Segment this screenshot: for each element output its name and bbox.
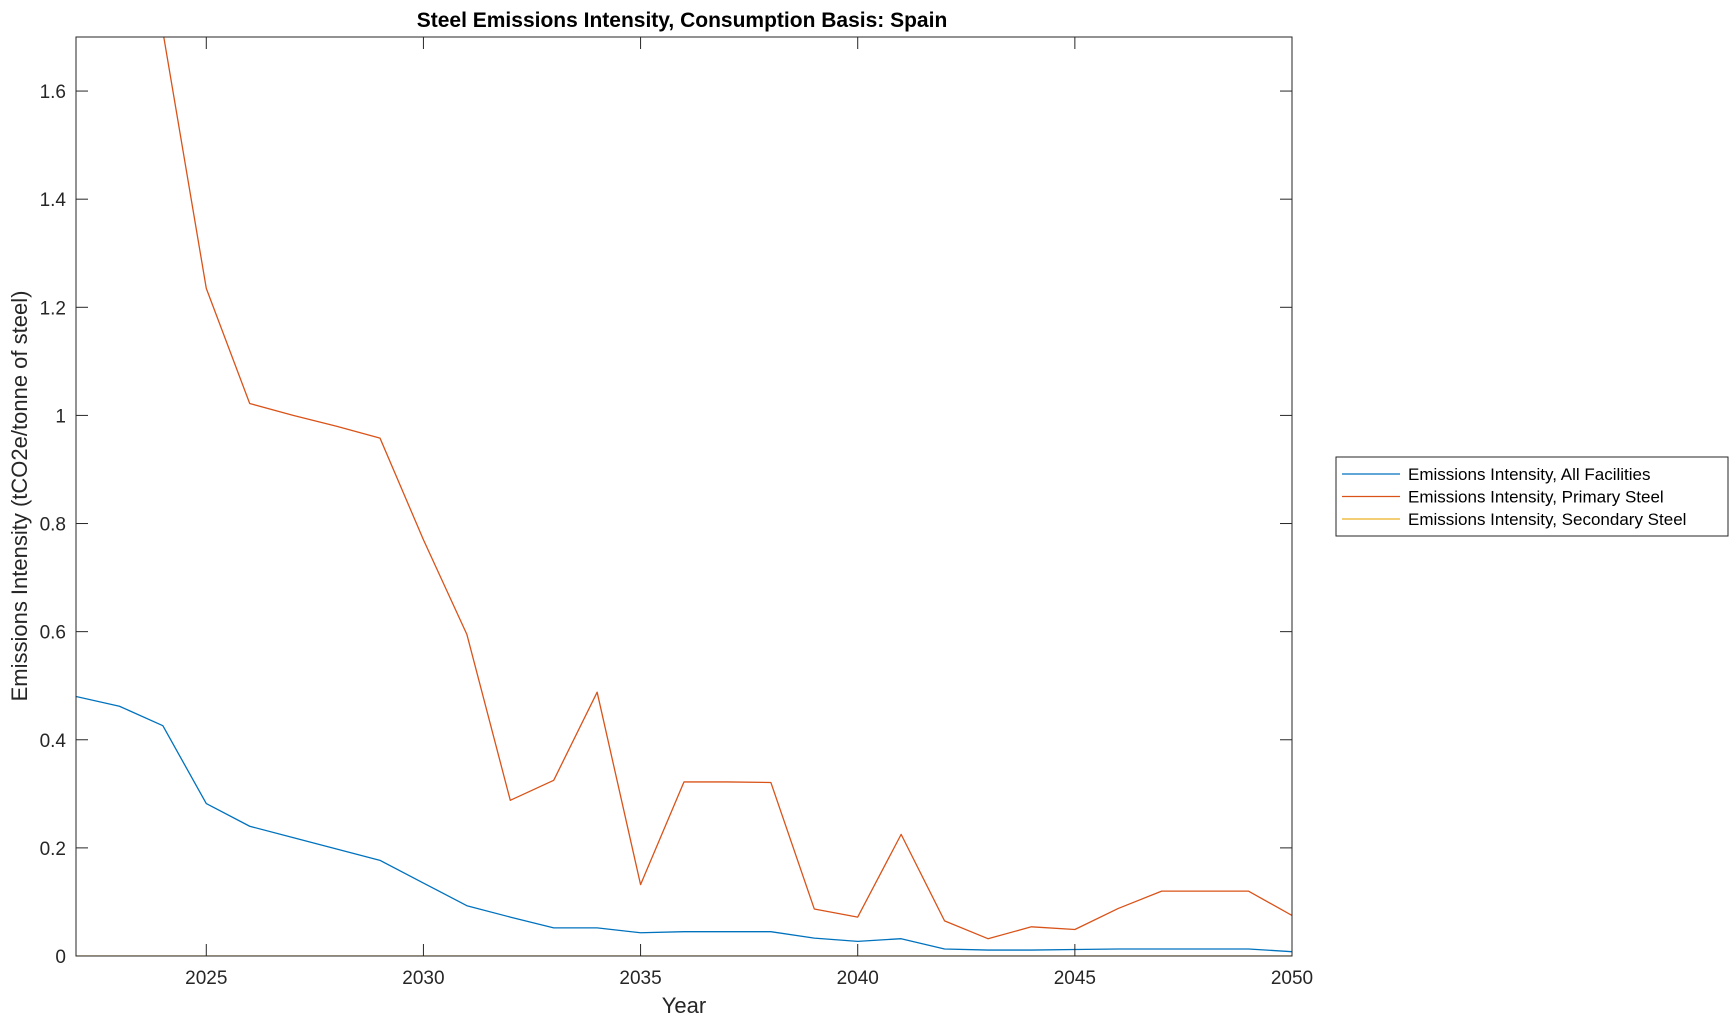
y-tick-label: 1.2 (40, 298, 66, 319)
plot-background (76, 37, 1292, 956)
legend-label-3: Emissions Intensity, Secondary Steel (1408, 510, 1686, 529)
series-line-2 (163, 37, 1292, 940)
plot-area: 2025 2030 2035 2040 2045 2050 0 0.2 0.4 0.6 0.8 1 1… (40, 36, 1313, 989)
x-tick-label: 2030 (402, 968, 444, 989)
plot-border (75, 36, 1293, 957)
x-tick-label: 2045 (1054, 968, 1096, 989)
y-tick-label: 1.6 (40, 82, 66, 103)
y-tick-label: 1 (55, 406, 66, 427)
y-tick-label: 1.4 (40, 190, 67, 211)
x-tick-label: 2050 (1271, 968, 1313, 989)
y-tick-label: 0.4 (40, 731, 67, 752)
y-axis-label: Emissions Intensity (tCO2e/tonne of stee… (7, 291, 32, 702)
legend: Emissions Intensity, All Facilities Emiss… (1335, 456, 1729, 537)
x-axis-label: Year (662, 993, 706, 1018)
series-line-1 (76, 695, 1292, 953)
series-layer (76, 37, 1292, 956)
legend-label-2: Emissions Intensity, Primary Steel (1408, 488, 1664, 507)
legend-label-1: Emissions Intensity, All Facilities (1408, 465, 1650, 484)
x-tick-label: 2025 (185, 968, 227, 989)
x-tick-label: 2035 (619, 968, 661, 989)
x-tick-label: 2040 (837, 968, 879, 989)
y-tick-label: 0 (55, 947, 66, 968)
legend-box (1335, 456, 1729, 537)
y-tick-label: 0.6 (40, 623, 66, 644)
x-axis-ticks: 2025 2030 2035 2040 2045 2050 (185, 37, 1313, 989)
y-axis-ticks: 0 0.2 0.4 0.6 0.8 1 1.2 1.4 1.6 (40, 82, 1292, 968)
y-tick-label: 0.8 (40, 515, 66, 536)
y-tick-label: 0.2 (40, 839, 66, 860)
chart-title: Steel Emissions Intensity, Consumption B… (417, 9, 948, 32)
